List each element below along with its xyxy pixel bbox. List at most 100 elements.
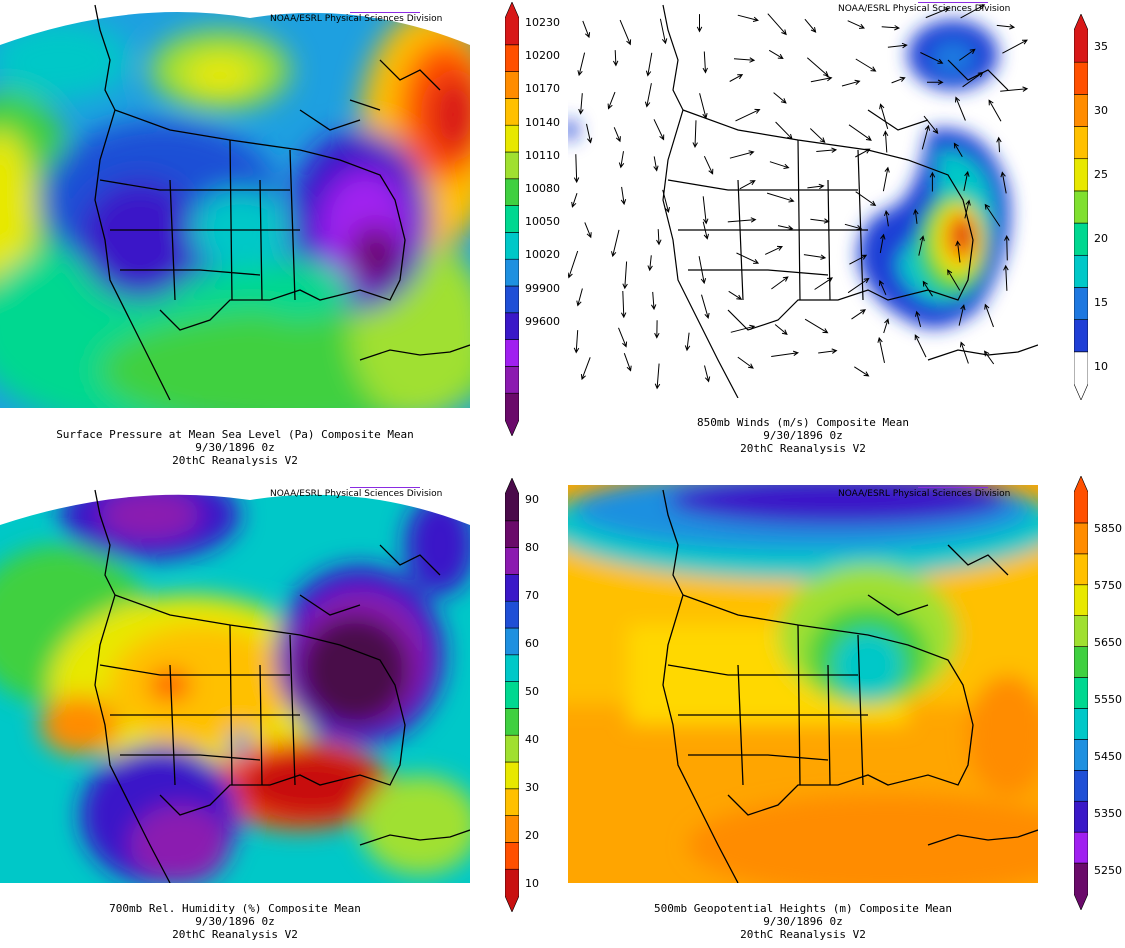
caption-source: 20thC Reanalysis V2	[172, 928, 298, 941]
wind-arrow	[623, 353, 632, 372]
colorbar-swatch	[504, 627, 520, 656]
wind-arrow	[810, 218, 830, 224]
wind-arrow	[771, 350, 799, 357]
colorbar-swatch	[504, 681, 520, 709]
caption-date: 9/30/1896 0z	[763, 915, 843, 928]
colorbar-tick-label: 10	[1094, 360, 1108, 373]
wind-arrow	[692, 120, 698, 148]
colorbar-swatch	[504, 312, 520, 340]
wind-arrow	[818, 348, 838, 354]
colorbar-tick-label: 10050	[525, 215, 560, 229]
wind-arrow	[644, 83, 652, 108]
credit-underline	[918, 487, 988, 488]
credit-label: NOAA/ESRL Physical Sciences Division	[838, 4, 1011, 14]
wind-arrow	[925, 7, 950, 19]
colorbar-swatch	[1073, 13, 1089, 63]
wind-arrow	[849, 254, 868, 265]
wind-arrow	[844, 223, 863, 231]
wind-arrow	[1004, 235, 1010, 261]
colorbar-swatch	[504, 788, 520, 816]
wind-arrow	[879, 233, 886, 254]
wind-arrow	[996, 136, 1002, 153]
colorbar-swatch	[1073, 522, 1089, 555]
wind-arrow	[728, 290, 743, 300]
colorbar-swatch	[1073, 862, 1089, 911]
colorbar-swatch	[1073, 126, 1089, 160]
wind-arrow	[962, 71, 984, 88]
wind-arrow	[848, 124, 872, 141]
wind-arrow	[851, 309, 867, 320]
colorbar-swatch	[504, 124, 520, 153]
wind-arrow	[920, 52, 944, 64]
colorbar-swatch	[1073, 190, 1089, 224]
colorbar-swatch	[1073, 584, 1089, 616]
colorbar-tick-label: 40	[525, 733, 539, 746]
caption-date: 9/30/1896 0z	[763, 429, 843, 442]
wind-arrow	[701, 294, 710, 319]
wind-arrow	[913, 208, 919, 224]
wind-arrow	[847, 277, 870, 294]
wind-arrow	[963, 170, 970, 191]
wind-arrow	[771, 276, 789, 290]
slp-map	[0, 0, 470, 408]
wind-arrow	[879, 279, 887, 296]
wind-arrow	[773, 92, 787, 104]
wind-vector-field	[568, 4, 1029, 390]
wind-caption: 850mb Winds (m/s) Composite Mean 9/30/18…	[568, 416, 1038, 455]
wind-arrow	[847, 20, 865, 29]
wind-arrow	[882, 130, 889, 153]
wind-arrow	[988, 99, 1002, 122]
rh-caption: 700mb Rel. Humidity (%) Composite Mean 9…	[0, 902, 470, 941]
wind-arrow	[854, 366, 870, 377]
colorbar-tick-label: 70	[525, 589, 539, 602]
wind-arrow	[914, 334, 927, 358]
wind-arrow	[698, 256, 707, 285]
colorbar-swatch	[1073, 739, 1089, 771]
wind-arrow	[767, 13, 787, 36]
colorbar-swatch	[504, 600, 520, 629]
colorbar-tick-label: 5550	[1094, 693, 1122, 706]
wind-arrow	[768, 49, 784, 59]
wind-colorbar	[1073, 13, 1089, 401]
wind-arrow	[810, 75, 833, 83]
wind-arrow	[735, 108, 761, 122]
colorbar-tick-label: 5250	[1094, 864, 1122, 877]
hgt-caption: 500mb Geopotential Heights (m) Composite…	[568, 902, 1038, 941]
colorbar-tick-label: 5650	[1094, 636, 1122, 649]
wind-arrow	[620, 290, 627, 319]
wind-arrow	[580, 357, 591, 381]
wind-arrow	[702, 221, 709, 240]
colorbar-swatch	[504, 654, 520, 682]
wind-arrow	[1003, 264, 1009, 291]
wind-arrow	[702, 196, 709, 225]
caption-source: 20thC Reanalysis V2	[740, 442, 866, 455]
colorbar-swatch	[1073, 222, 1089, 256]
colorbar-tick-label: 5850	[1094, 522, 1122, 535]
colorbar-swatch	[504, 868, 520, 913]
colorbar-swatch	[504, 708, 520, 736]
colorbar-tick-label: 50	[525, 685, 539, 698]
wind-arrow	[855, 58, 877, 72]
wind-arrow	[809, 128, 826, 143]
wind-arrow	[573, 154, 580, 184]
wind-arrow	[622, 261, 628, 290]
wind-arrow	[984, 203, 1001, 227]
colorbar-swatch	[1073, 475, 1089, 524]
wind-arrow	[733, 57, 756, 63]
colorbar-tick-label: 10200	[525, 49, 560, 63]
wind-arrow	[619, 19, 632, 46]
colorbar-swatch	[1073, 158, 1089, 192]
wind-arrow	[573, 330, 580, 354]
credit-underline	[350, 12, 420, 13]
wind-arrow	[929, 171, 936, 192]
colorbar-tick-label: 35	[1094, 40, 1108, 53]
coastline-outline	[94, 489, 470, 883]
wind-arrow	[918, 235, 925, 256]
colorbar-swatch	[1073, 831, 1089, 864]
wind-arrow	[915, 310, 922, 328]
wind-arrow	[881, 25, 900, 31]
wind-arrow	[953, 142, 963, 157]
wind-arrow	[613, 127, 621, 143]
wind-arrow	[947, 269, 961, 291]
colorbar-swatch	[504, 366, 520, 394]
